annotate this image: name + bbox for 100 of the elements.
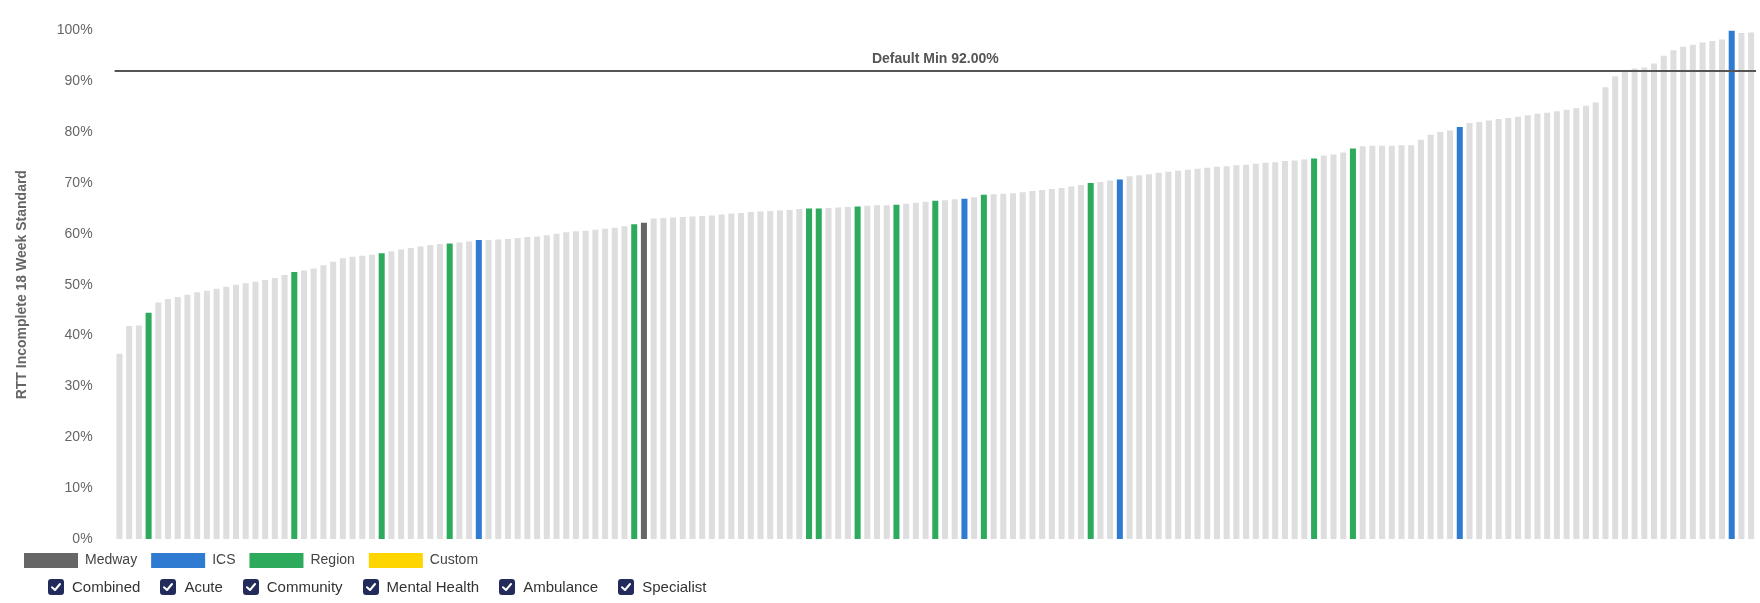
y-tick-label: 40% [64, 326, 93, 343]
bar [427, 245, 434, 539]
bar [262, 280, 269, 539]
bar [1107, 180, 1114, 539]
bar [165, 298, 172, 539]
bar [1058, 188, 1065, 539]
bar [1398, 145, 1405, 539]
bar [1738, 32, 1745, 539]
y-tick-label: 50% [64, 275, 93, 292]
bar [475, 239, 482, 539]
bar [1456, 127, 1463, 539]
bar [611, 227, 618, 539]
bar [1087, 182, 1094, 539]
bar [767, 210, 774, 539]
bar [1019, 192, 1026, 539]
ref-line-label: Default Min 92.00% [871, 49, 1000, 66]
bar [1563, 109, 1570, 539]
bar [203, 290, 210, 539]
bar [213, 288, 220, 539]
y-tick-label: 100% [56, 21, 93, 38]
bar [903, 203, 910, 539]
bar [233, 284, 240, 539]
bar [932, 200, 939, 539]
text: Specialist [642, 578, 707, 595]
y-tick-label: 70% [64, 173, 93, 190]
bar [1145, 174, 1152, 539]
bar [398, 249, 405, 539]
legend-label: Region [310, 551, 355, 568]
bar [1476, 121, 1483, 539]
bar [670, 217, 677, 539]
y-tick-label: 80% [64, 122, 93, 139]
bar [961, 198, 968, 539]
bar [1689, 44, 1696, 539]
bar [796, 208, 803, 539]
bar [572, 231, 579, 539]
bar [1709, 41, 1716, 539]
bar [1515, 116, 1522, 539]
bar [874, 205, 881, 539]
bar [708, 215, 715, 539]
bar [310, 268, 317, 539]
bar [815, 208, 822, 539]
bar [1262, 162, 1269, 539]
bar [1029, 191, 1036, 539]
text: Community [266, 578, 343, 595]
bar [155, 302, 162, 539]
bar [1116, 179, 1123, 539]
bar [1233, 165, 1240, 539]
bar [1612, 76, 1619, 539]
bar [1369, 145, 1376, 539]
bar [922, 201, 929, 539]
bar [1699, 42, 1706, 539]
bar [1243, 164, 1250, 539]
bar [1631, 68, 1638, 539]
bar [1553, 111, 1560, 539]
bar [446, 243, 453, 539]
bar [621, 226, 628, 539]
text: Acute [184, 578, 223, 595]
bar [1097, 181, 1104, 539]
bar [1544, 112, 1551, 539]
bar [135, 325, 142, 539]
bar [116, 353, 123, 539]
bar [1320, 155, 1327, 539]
bar [747, 211, 754, 539]
bar [543, 235, 550, 539]
bar [660, 218, 667, 539]
bar [1136, 175, 1143, 539]
bar [1728, 30, 1735, 539]
bar [1592, 102, 1599, 539]
bar [495, 239, 502, 539]
text: Ambulance [523, 578, 599, 595]
bar [417, 246, 424, 539]
legend-label: ICS [212, 551, 236, 568]
bar [1223, 166, 1230, 539]
bar [281, 275, 288, 539]
bar [300, 270, 308, 539]
bar [942, 200, 949, 539]
bar [1621, 71, 1628, 539]
bar [864, 205, 871, 539]
bar [738, 212, 745, 539]
bar [1534, 113, 1541, 539]
bar [631, 224, 638, 539]
bar [1573, 108, 1580, 539]
bar [699, 216, 706, 539]
bar [1311, 158, 1318, 539]
bar [1330, 154, 1337, 539]
bar [1437, 132, 1444, 539]
bar [971, 197, 978, 539]
bar [893, 204, 900, 539]
bar [1379, 145, 1386, 539]
bar [1349, 148, 1356, 539]
bar [252, 281, 259, 539]
bar [592, 229, 599, 539]
bar [912, 202, 919, 539]
bar [1680, 46, 1687, 539]
bar [835, 207, 842, 539]
y-tick-label: 10% [64, 479, 93, 495]
bar [524, 236, 531, 539]
bar [1068, 186, 1075, 539]
bar [466, 241, 473, 539]
bar [1155, 172, 1162, 539]
